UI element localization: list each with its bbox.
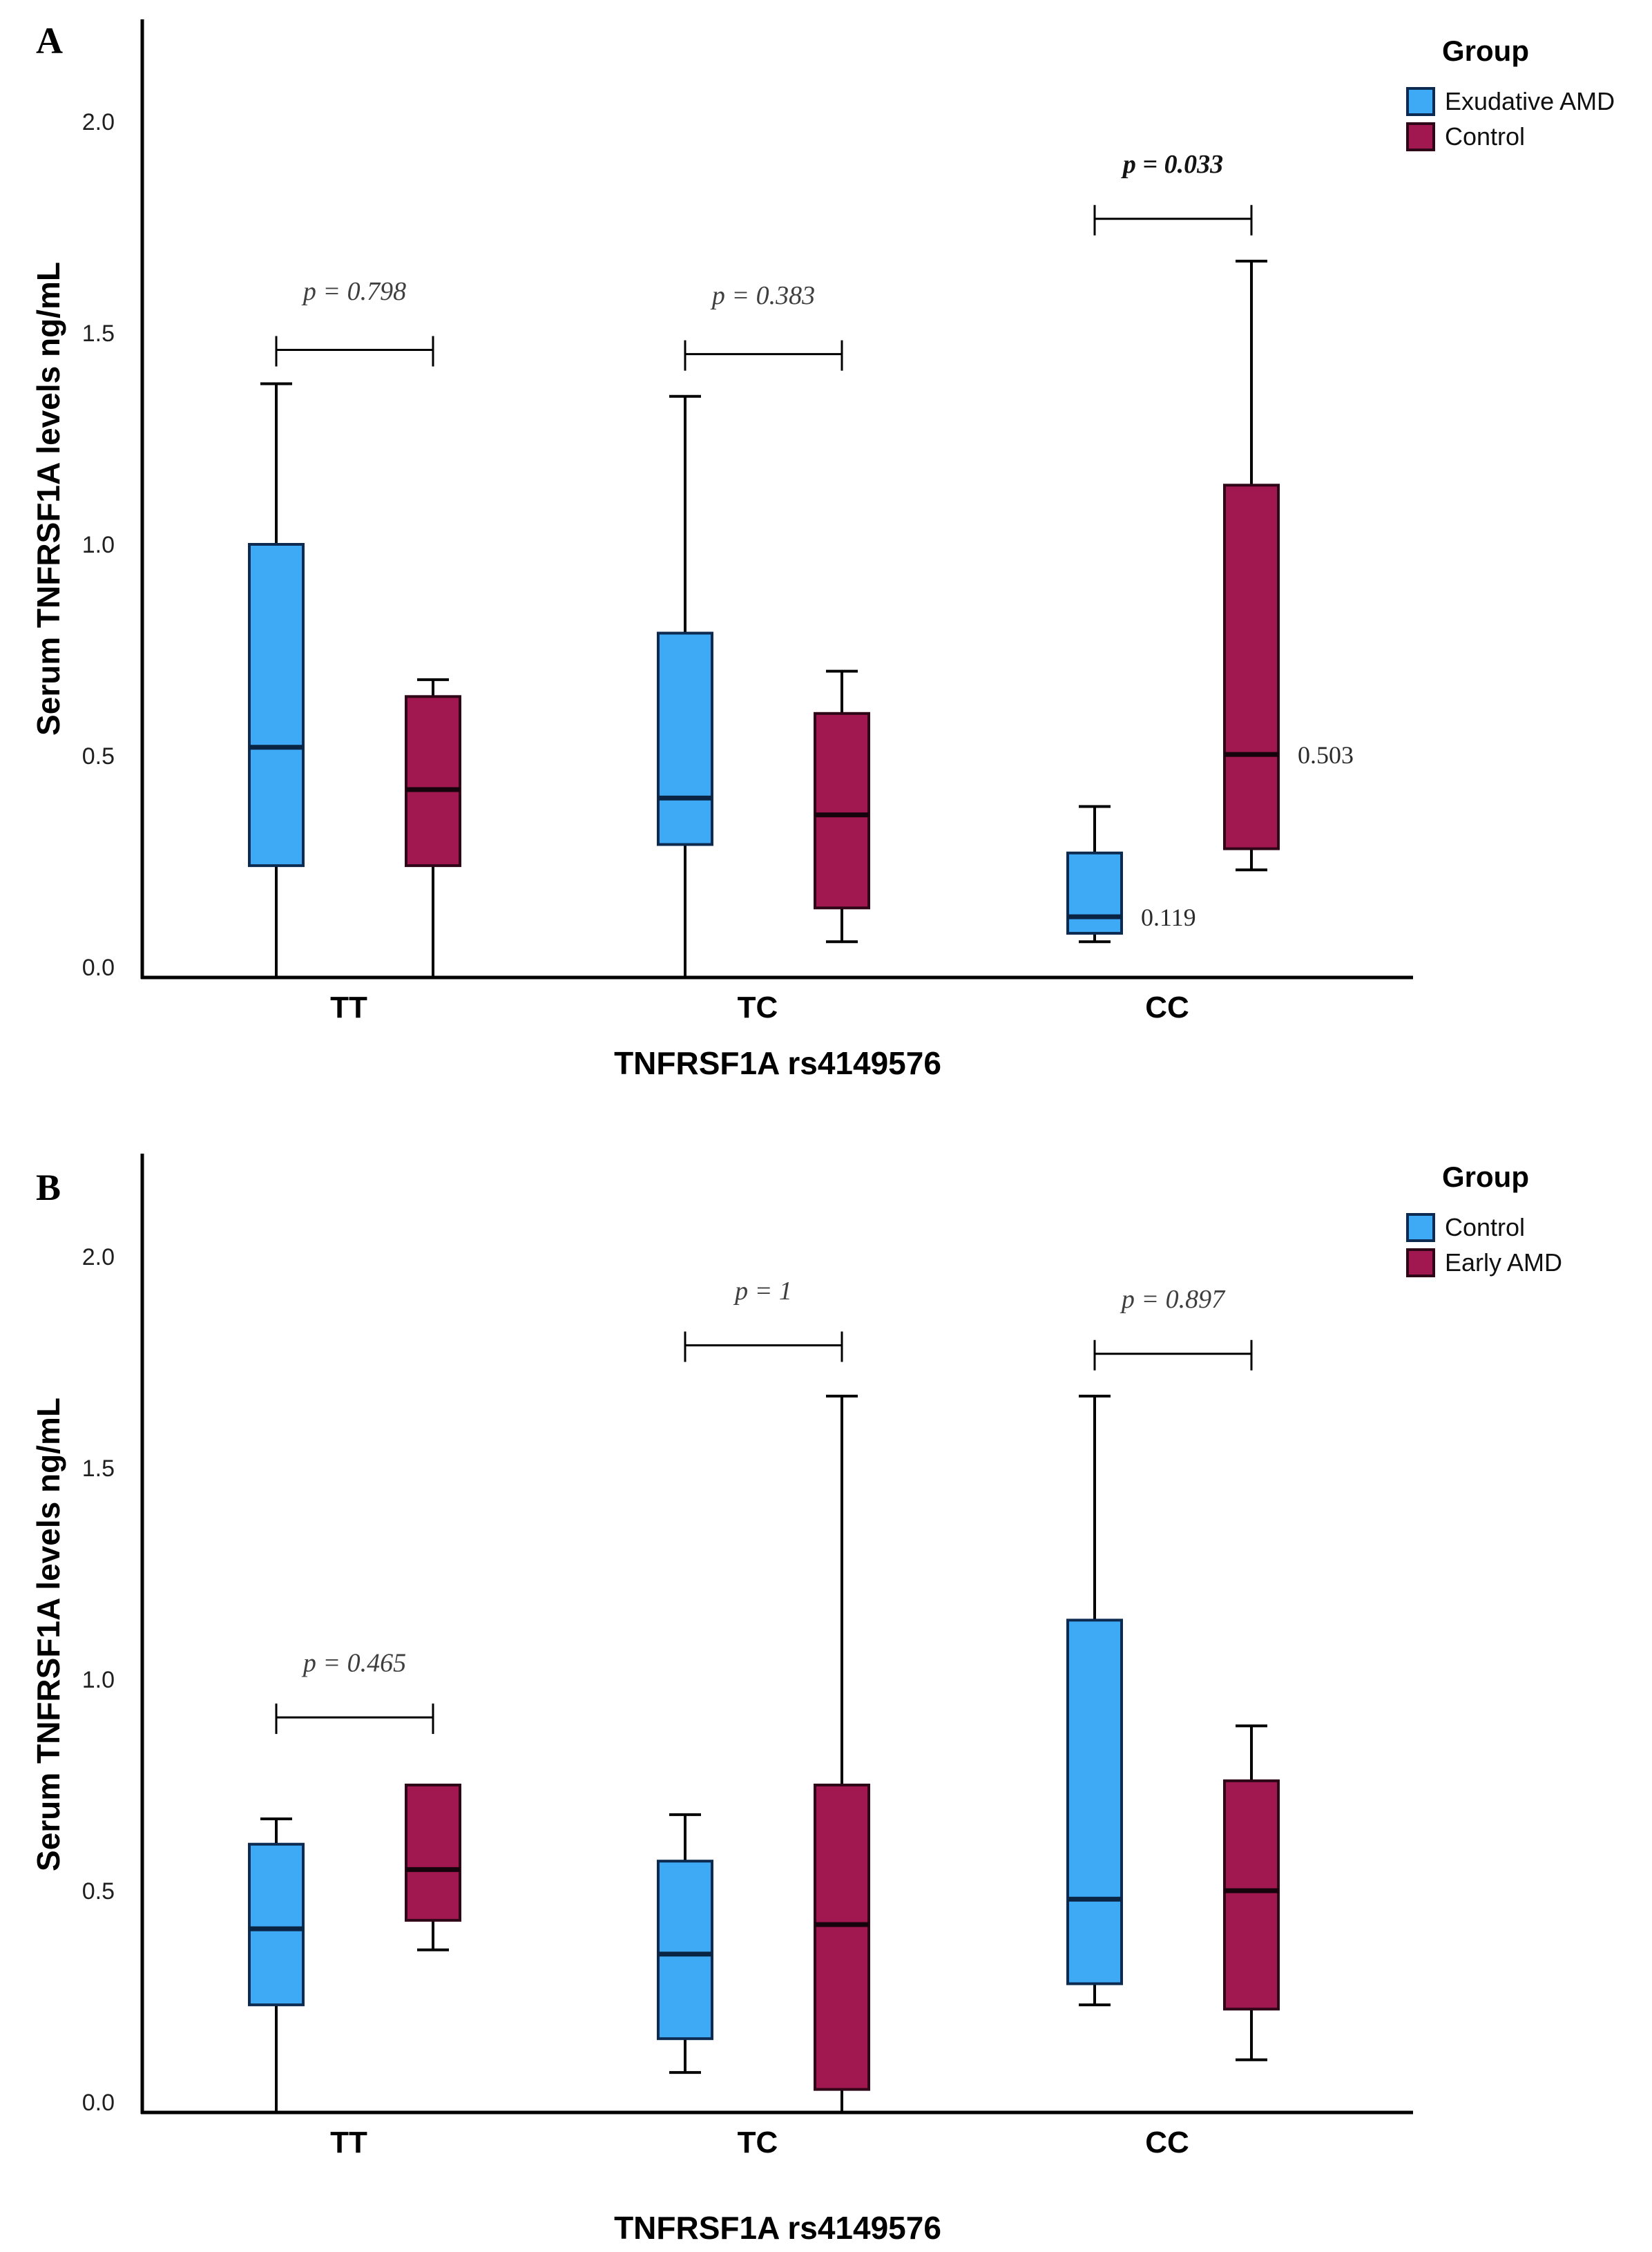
y-tick-label: 1.0 <box>82 1667 115 1693</box>
comparison-tc-p-value: p = 1 <box>733 1277 792 1306</box>
legend-item: Exudative AMD <box>1406 87 1652 116</box>
legend-title: Group <box>1442 1161 1529 1193</box>
box-exudative-amd-tt-rect <box>248 543 305 868</box>
panel-b: 0.0 0.5 1.0 1.5 2.0 TT TC CC p = 0.465 p = 1 p = 0… <box>0 1126 1652 2252</box>
category-label: CC <box>1145 2126 1189 2159</box>
legend-label: Control <box>1445 1213 1526 1241</box>
y-tick-label: 2.0 <box>82 1244 115 1270</box>
panel-a-plot: 0.0 0.5 1.0 1.5 2.0 TT TC CC 0.119 0.503 p = 0.798… <box>82 19 1413 1024</box>
panel-a: 0.0 0.5 1.0 1.5 2.0 TT TC CC 0.119 0.503 p = 0.798… <box>30 19 1652 1081</box>
box-control-tc-rect <box>814 712 870 910</box>
legend-swatch-control <box>1406 1213 1435 1242</box>
box-control-cc-rect <box>1223 484 1280 850</box>
legend-swatch-control <box>1406 122 1435 151</box>
box-early-amd-tt-rect <box>405 1784 461 1922</box>
panel-a-x-axis-title: TNFRSF1A rs4149576 <box>614 1045 941 1081</box>
category-label: TC <box>738 2126 778 2159</box>
y-tick-label: 0.5 <box>82 743 115 770</box>
legend-label: Exudative AMD <box>1445 87 1615 115</box>
panel-b-legend: Group Control Early AMD <box>1406 1161 1652 1284</box>
box-control-tt-rect <box>248 1842 305 2007</box>
y-tick-label: 1.0 <box>82 532 115 558</box>
panel-a-y-axis-title: Serum TNFRSF1A levels ng/mL <box>30 262 66 736</box>
comparison-tt-p-value: p = 0.465 <box>301 1649 406 1678</box>
panel-b-plot: 0.0 0.5 1.0 1.5 2.0 TT TC CC p = 0.465 p = 1 p = 0… <box>82 1154 1413 2159</box>
legend-item: Early AMD <box>1406 1248 1652 1277</box>
legend-title: Group <box>1442 35 1529 67</box>
legend-label: Early AMD <box>1445 1248 1563 1277</box>
category-label: TC <box>738 991 778 1024</box>
comparison-cc-p-value: p = 0.033 <box>1121 150 1223 179</box>
box-control-tt-rect <box>405 695 461 868</box>
box-exudative-amd-cc-rect <box>1066 851 1123 935</box>
y-tick-label: 0.5 <box>82 1878 115 1905</box>
legend-item: Control <box>1406 1213 1652 1242</box>
legend-swatch-early-amd <box>1406 1248 1435 1277</box>
category-label: TT <box>330 991 367 1024</box>
comparison-tc-p-value: p = 0.383 <box>710 281 815 310</box>
category-label: CC <box>1145 991 1189 1024</box>
box-early-amd-tc-rect <box>814 1784 870 2091</box>
panel-b-letter: B <box>36 1167 61 1208</box>
y-tick-label: 0.0 <box>82 2090 115 2116</box>
y-tick-label: 1.5 <box>82 321 115 347</box>
panel-a-letter: A <box>36 20 63 61</box>
category-label: TT <box>330 2126 367 2159</box>
panel-b-x-axis-title: TNFRSF1A rs4149576 <box>614 2210 941 2246</box>
y-tick-label: 1.5 <box>82 1456 115 1482</box>
box-control-cc-rect <box>1066 1619 1123 1985</box>
box-exudative-amd-tc-rect <box>657 631 713 846</box>
legend-item: Control <box>1406 122 1652 151</box>
y-tick-label: 0.0 <box>82 955 115 981</box>
box-control-cc-median-annotation: 0.503 <box>1298 741 1354 769</box>
panel-a-legend: Group Exudative AMD Control <box>1406 35 1652 158</box>
panel-b-y-axis-title: Serum TNFRSF1A levels ng/mL <box>30 1397 66 1871</box>
legend-label: Control <box>1445 122 1526 151</box>
box-exudative-amd-cc-median-annotation: 0.119 <box>1141 904 1196 931</box>
box-early-amd-cc-rect <box>1223 1779 1280 2011</box>
box-control-tc-rect <box>657 1860 713 2041</box>
legend-swatch-exudative-amd <box>1406 87 1435 116</box>
comparison-tt-p-value: p = 0.798 <box>301 277 406 306</box>
y-tick-label: 2.0 <box>82 109 115 135</box>
comparison-cc-p-value: p = 0.897 <box>1120 1285 1226 1314</box>
